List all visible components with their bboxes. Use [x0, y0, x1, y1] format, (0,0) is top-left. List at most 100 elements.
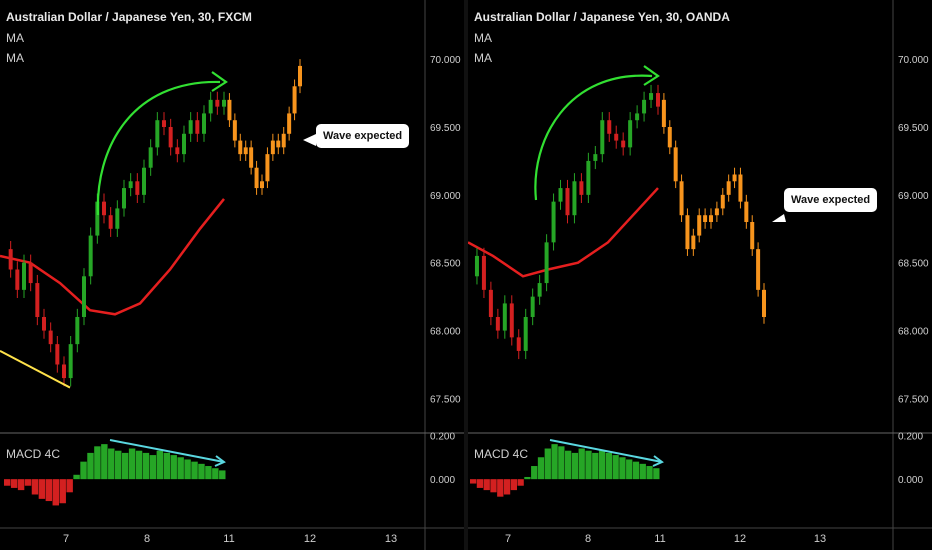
macd-bar[interactable]	[149, 455, 157, 480]
macd-bar[interactable]	[510, 479, 517, 491]
candle[interactable]	[182, 133, 186, 155]
candle[interactable]	[635, 113, 640, 121]
candle[interactable]	[42, 317, 46, 331]
macd-bar[interactable]	[163, 452, 170, 480]
candle[interactable]	[572, 181, 577, 216]
chart-canvas-left[interactable]: 70.00069.50069.00068.50068.00067.5000.20…	[0, 0, 464, 550]
projection-candle[interactable]	[667, 127, 672, 148]
projection-candle[interactable]	[762, 289, 766, 317]
macd-trendline[interactable]	[549, 439, 663, 463]
macd-bar[interactable]	[605, 452, 612, 480]
projection-candle[interactable]	[756, 249, 761, 290]
macd-bar[interactable]	[653, 468, 660, 480]
projection-candle[interactable]	[265, 154, 270, 182]
moving-average-line[interactable]	[0, 198, 225, 316]
macd-bar[interactable]	[544, 448, 551, 480]
candle[interactable]	[474, 255, 479, 277]
macd-bar[interactable]	[551, 444, 558, 480]
macd-bar[interactable]	[101, 444, 108, 480]
macd-bar[interactable]	[565, 450, 572, 480]
candle[interactable]	[48, 330, 53, 345]
candle[interactable]	[115, 208, 120, 229]
macd-bar[interactable]	[52, 479, 59, 506]
macd-bar[interactable]	[184, 459, 191, 480]
projection-candle[interactable]	[679, 181, 684, 216]
macd-bar[interactable]	[170, 455, 177, 480]
projection-candle[interactable]	[276, 140, 281, 148]
macd-bar[interactable]	[10, 479, 18, 488]
candle[interactable]	[649, 93, 654, 100]
candle[interactable]	[202, 113, 206, 134]
candle[interactable]	[82, 276, 86, 317]
macd-bar[interactable]	[66, 479, 73, 493]
macd-bar[interactable]	[619, 457, 626, 480]
ma-indicator-label[interactable]: MA	[474, 51, 492, 65]
macd-bar[interactable]	[38, 479, 46, 499]
macd-bar[interactable]	[4, 479, 11, 486]
candle[interactable]	[15, 269, 20, 290]
macd-bar[interactable]	[592, 452, 599, 480]
candle[interactable]	[75, 317, 80, 345]
macd-bar[interactable]	[578, 448, 585, 480]
macd-indicator-label[interactable]: MACD 4C	[474, 447, 529, 461]
macd-bar[interactable]	[156, 450, 164, 480]
projection-candle[interactable]	[243, 147, 248, 155]
projection-candle[interactable]	[661, 99, 666, 127]
candle[interactable]	[593, 154, 598, 161]
macd-bar[interactable]	[612, 455, 619, 480]
candle[interactable]	[544, 242, 549, 284]
macd-indicator-label[interactable]: MACD 4C	[6, 447, 61, 461]
macd-bar[interactable]	[191, 461, 198, 480]
candle[interactable]	[188, 120, 193, 134]
green-curved-arrow-icon[interactable]	[534, 74, 653, 201]
candle[interactable]	[142, 167, 146, 195]
candle[interactable]	[135, 181, 140, 195]
projection-candle[interactable]	[254, 167, 259, 189]
chart-pane-left[interactable]: 70.000 69.500 69.000 68.500 68.000 67.500 0.20…	[0, 0, 464, 550]
candle[interactable]	[8, 249, 13, 270]
macd-bar[interactable]	[646, 466, 653, 480]
projection-candle[interactable]	[249, 147, 254, 168]
candle[interactable]	[215, 99, 220, 107]
macd-bar[interactable]	[198, 463, 205, 480]
macd-bar[interactable]	[87, 452, 94, 480]
candle[interactable]	[175, 147, 180, 155]
candle[interactable]	[586, 160, 591, 195]
projection-candle[interactable]	[703, 215, 708, 222]
macd-bar[interactable]	[31, 479, 39, 495]
candle[interactable]	[488, 289, 493, 317]
candle[interactable]	[579, 181, 584, 195]
candle[interactable]	[102, 201, 106, 216]
candle[interactable]	[523, 317, 528, 351]
projection-candle[interactable]	[292, 86, 297, 114]
macd-bar[interactable]	[115, 450, 122, 480]
candle[interactable]	[62, 364, 66, 379]
macd-bar[interactable]	[503, 479, 511, 495]
macd-bar[interactable]	[632, 461, 640, 480]
candle[interactable]	[122, 188, 126, 209]
candle[interactable]	[614, 133, 619, 141]
macd-bar[interactable]	[45, 479, 53, 502]
macd-bar[interactable]	[17, 479, 25, 491]
candle[interactable]	[168, 127, 173, 148]
macd-bar[interactable]	[598, 450, 606, 480]
candle[interactable]	[565, 188, 570, 216]
macd-bar[interactable]	[626, 459, 633, 480]
candle[interactable]	[516, 337, 521, 351]
projection-candle[interactable]	[260, 181, 264, 189]
projection-candle[interactable]	[726, 181, 731, 195]
candle[interactable]	[222, 99, 226, 107]
projection-candle[interactable]	[750, 222, 755, 250]
macd-bar[interactable]	[497, 479, 504, 497]
macd-bar[interactable]	[59, 479, 66, 504]
candle[interactable]	[88, 235, 93, 277]
projection-candle[interactable]	[281, 133, 286, 148]
projection-candle[interactable]	[714, 208, 719, 216]
candle[interactable]	[628, 120, 633, 148]
candle[interactable]	[128, 181, 133, 189]
candle[interactable]	[68, 344, 73, 379]
macd-trendline[interactable]	[109, 439, 225, 463]
macd-bar[interactable]	[524, 476, 531, 480]
candle[interactable]	[621, 140, 626, 148]
projection-candle[interactable]	[238, 140, 243, 155]
